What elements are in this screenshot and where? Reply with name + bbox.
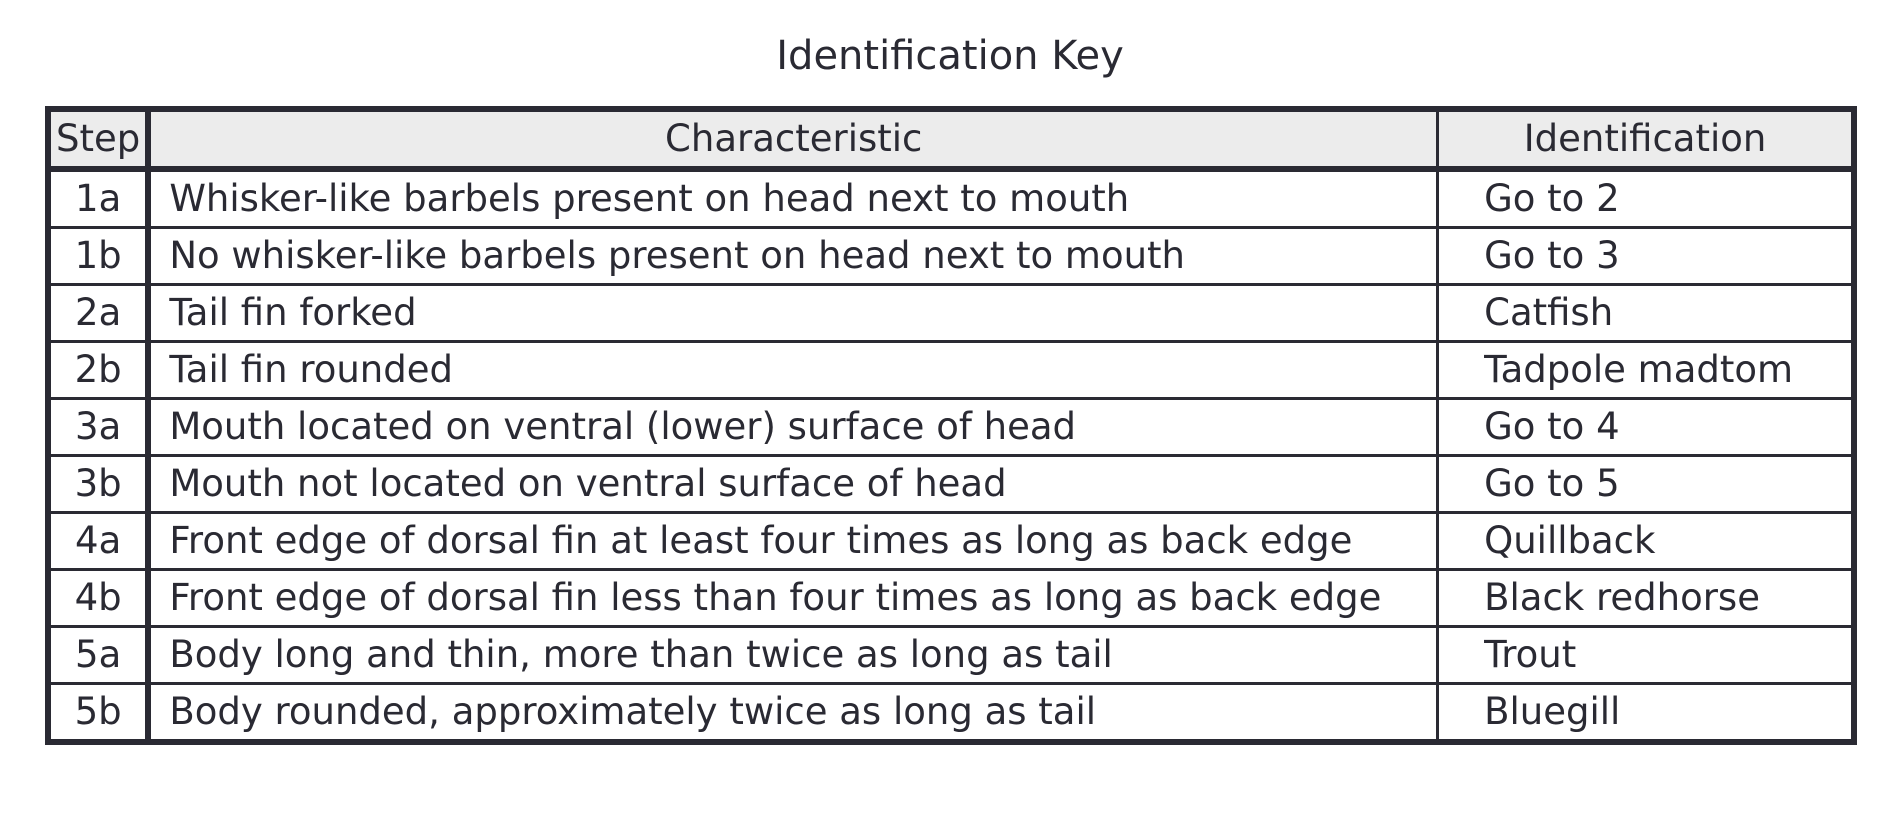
column-header-identification: Identification	[1436, 107, 1856, 172]
characteristic-cell: Front edge of dorsal fin less than four …	[146, 568, 1440, 628]
identification-cell: Go to 5	[1436, 454, 1856, 514]
identification-cell: Quillback	[1436, 511, 1856, 571]
table-row: 4b Front edge of dorsal fin less than fo…	[46, 568, 1856, 628]
characteristic-cell: No whisker-like barbels present on head …	[146, 226, 1440, 286]
table-row: 2b Tail fin rounded Tadpole madtom	[46, 340, 1856, 400]
identification-cell: Go to 2	[1436, 167, 1856, 229]
table-row: 1a Whisker-like barbels present on head …	[46, 167, 1856, 229]
identification-cell: Catfish	[1436, 283, 1856, 343]
identification-cell: Bluegill	[1436, 682, 1856, 744]
identification-cell: Black redhorse	[1436, 568, 1856, 628]
table-row: 2a Tail fin forked Catfish	[46, 283, 1856, 343]
characteristic-cell: Body rounded, approximately twice as lon…	[146, 682, 1440, 744]
table-row: 3a Mouth located on ventral (lower) surf…	[46, 397, 1856, 457]
column-header-step: Step	[46, 107, 152, 172]
column-header-characteristic: Characteristic	[146, 107, 1440, 172]
identification-cell: Go to 3	[1436, 226, 1856, 286]
step-cell: 3b	[46, 454, 152, 514]
step-cell: 4a	[46, 511, 152, 571]
characteristic-cell: Tail fin rounded	[146, 340, 1440, 400]
step-cell: 5b	[46, 682, 152, 744]
table-row: 4a Front edge of dorsal fin at least fou…	[46, 511, 1856, 571]
table-row: 5b Body rounded, approximately twice as …	[46, 682, 1856, 744]
step-cell: 5a	[46, 625, 152, 685]
table-row: 5a Body long and thin, more than twice a…	[46, 625, 1856, 685]
identification-cell: Trout	[1436, 625, 1856, 685]
characteristic-cell: Tail fin forked	[146, 283, 1440, 343]
characteristic-cell: Front edge of dorsal fin at least four t…	[146, 511, 1440, 571]
characteristic-cell: Mouth located on ventral (lower) surface…	[146, 397, 1440, 457]
identification-cell: Go to 4	[1436, 397, 1856, 457]
step-cell: 1a	[46, 167, 152, 229]
table-row: 3b Mouth not located on ventral surface …	[46, 454, 1856, 514]
step-cell: 1b	[46, 226, 152, 286]
step-cell: 2a	[46, 283, 152, 343]
step-cell: 3a	[46, 397, 152, 457]
identification-key-table: Step Characteristic Identification 1a Wh…	[45, 106, 1857, 745]
characteristic-cell: Mouth not located on ventral surface of …	[146, 454, 1440, 514]
characteristic-cell: Body long and thin, more than twice as l…	[146, 625, 1440, 685]
table-title: Identification Key	[776, 33, 1124, 79]
characteristic-cell: Whisker-like barbels present on head nex…	[146, 167, 1440, 229]
table-row: 1b No whisker-like barbels present on he…	[46, 226, 1856, 286]
step-cell: 2b	[46, 340, 152, 400]
header-row: Step Characteristic Identification	[46, 107, 1856, 172]
step-cell: 4b	[46, 568, 152, 628]
identification-cell: Tadpole madtom	[1436, 340, 1856, 400]
